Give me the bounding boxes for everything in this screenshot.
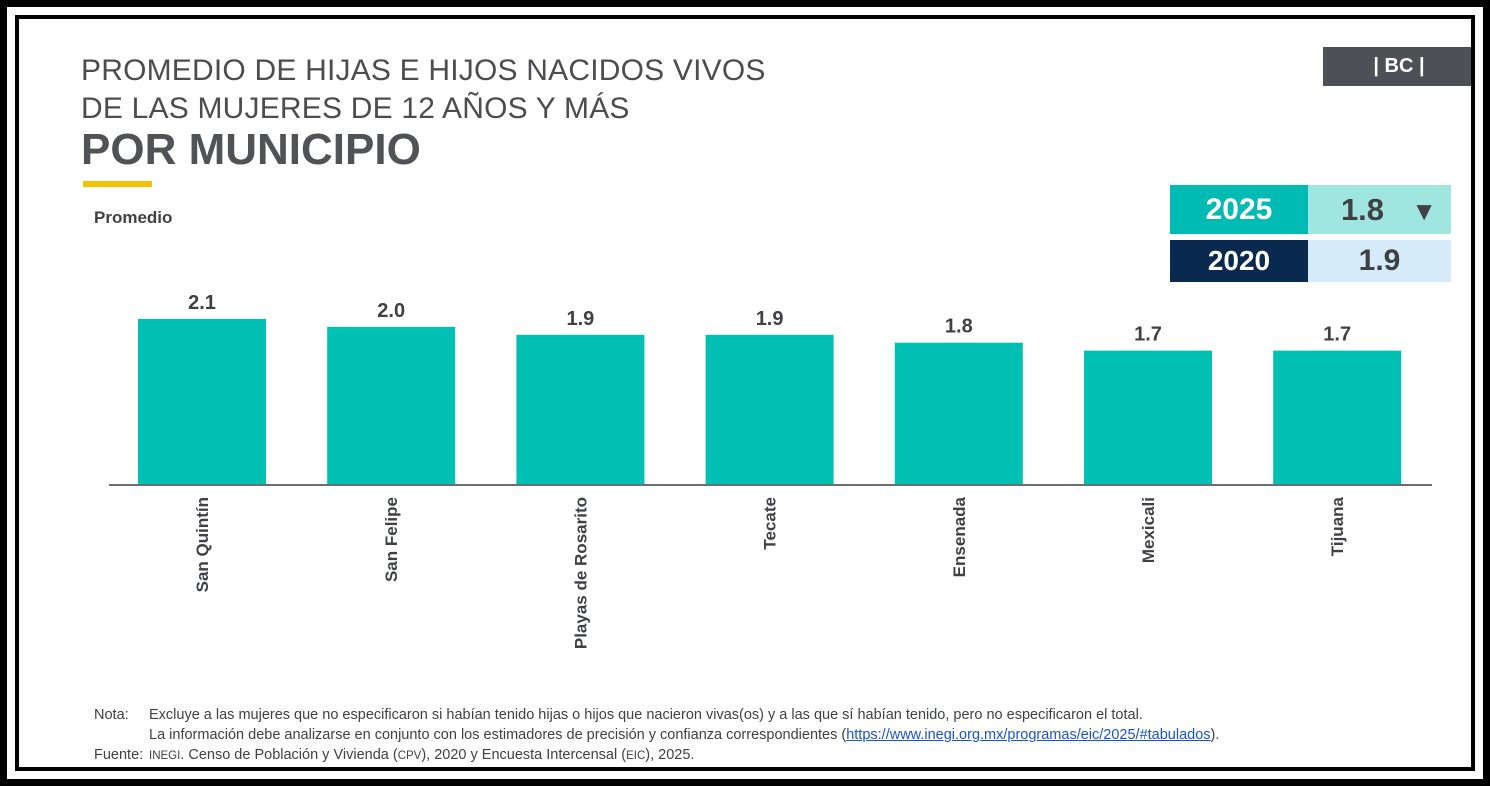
data-label-6: 1.7	[1323, 324, 1351, 346]
x-tick-label-6: Tijuana	[1328, 496, 1347, 556]
source-cpv: CPV	[397, 750, 422, 762]
note-label: Nota:	[94, 707, 129, 723]
kpi-value-2025: 1.8 ▼	[1308, 185, 1451, 234]
bar-1	[327, 326, 456, 485]
note-row-2: La información debe analizarse en conjun…	[94, 725, 1219, 745]
bar-3	[705, 334, 834, 485]
data-label-3: 1.9	[756, 308, 784, 330]
bar-5	[1084, 350, 1212, 485]
kpi-year-2025: 2025	[1170, 185, 1308, 234]
kpi-row-2020: 2020 1.9	[1170, 240, 1451, 282]
note-text-2-prefix: La información debe analizarse en conjun…	[149, 727, 847, 743]
slide: PROMEDIO DE HIJAS E HIJOS NACIDOS VIVOS …	[19, 19, 1471, 767]
bar-chart: 2.1 San Quintín 2.0 San Felipe 1.9 Playas de …	[109, 292, 1432, 649]
down-triangle-icon: ▼	[1411, 195, 1437, 226]
footnotes: Nota: Excluye a las mujeres que no espec…	[94, 705, 1219, 766]
x-tick-label-2: Playas de Rosarito	[571, 497, 590, 649]
note-row-1: Nota: Excluye a las mujeres que no espec…	[94, 705, 1219, 725]
x-tick-label-3: Tecate	[761, 497, 780, 550]
note-text-1: Excluye a las mujeres que no especificar…	[149, 707, 1143, 723]
title-line-3: POR MUNICIPIO	[81, 125, 421, 174]
source-row: Fuente: INEGI. Censo de Población y Vivi…	[94, 745, 1219, 766]
kpi-year-2020: 2020	[1170, 240, 1308, 282]
title-line-2: DE LAS MUJERES DE 12 AÑOS Y MÁS	[81, 92, 630, 125]
data-label-0: 2.1	[188, 292, 216, 314]
y-axis-label: Promedio	[94, 208, 173, 227]
title-line-1: PROMEDIO DE HIJAS E HIJOS NACIDOS VIVOS	[81, 54, 766, 87]
state-badge: | BC |	[1323, 47, 1471, 86]
source-label: Fuente:	[94, 747, 144, 763]
source-text-3: ), 2025.	[645, 747, 695, 763]
x-tick-label-0: San Quintín	[193, 497, 212, 592]
data-label-5: 1.7	[1134, 324, 1162, 346]
data-label-4: 1.8	[945, 316, 973, 338]
note-text-2-suffix: ).	[1210, 727, 1220, 743]
source-eic: EIC	[626, 750, 646, 762]
x-tick-label-4: Ensenada	[950, 496, 969, 577]
data-label-1: 2.0	[377, 300, 405, 322]
bar-2	[516, 334, 645, 485]
bar-6	[1273, 350, 1402, 485]
data-label-2: 1.9	[566, 308, 594, 330]
tabulados-link[interactable]: https://www.inegi.org.mx/programas/eic/2…	[846, 727, 1211, 743]
source-text-2: ), 2020 y Encuesta Intercensal (	[421, 747, 627, 763]
bar-4	[894, 342, 1023, 485]
x-tick-label-1: San Felipe	[382, 497, 401, 582]
bar-0	[138, 319, 266, 485]
title-accent-bar	[83, 181, 152, 187]
kpi-value-2020: 1.9	[1308, 240, 1451, 282]
source-text: INEGI. Censo de Población y Vivienda (CP…	[149, 745, 694, 766]
kpi-row-2025: 2025 1.8 ▼	[1170, 185, 1451, 234]
x-tick-label-5: Mexicali	[1139, 497, 1158, 563]
source-text-1: . Censo de Población y Vivienda (	[180, 747, 398, 763]
kpi-value-2025-text: 1.8	[1340, 191, 1385, 227]
source-org: INEGI	[149, 750, 181, 762]
